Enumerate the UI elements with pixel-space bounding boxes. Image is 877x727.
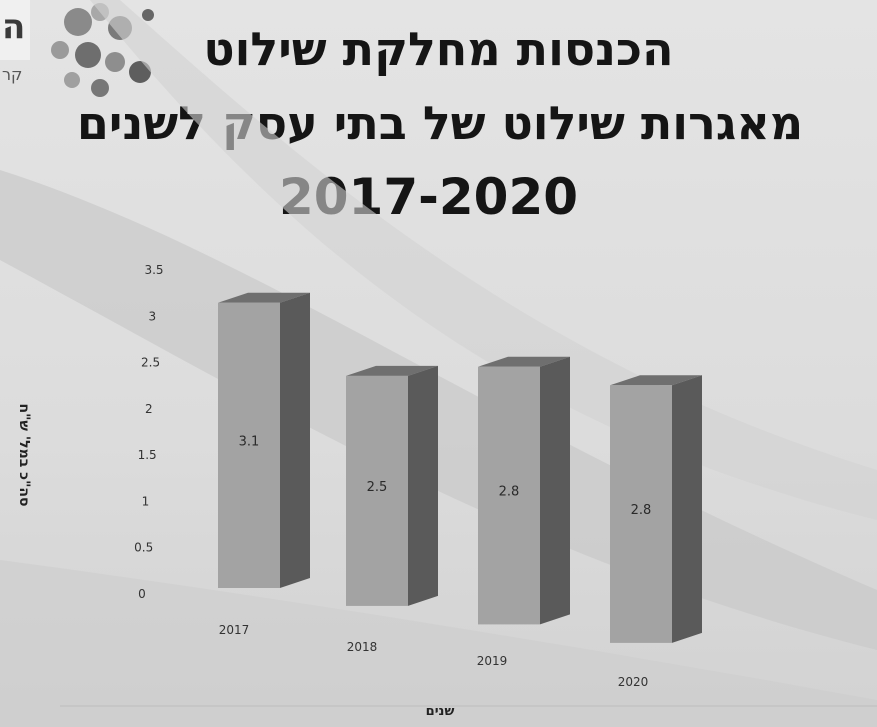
bar-side-face [408,365,438,606]
bar-2019: 2.8 [478,356,570,625]
y-tick-label: 2 [145,402,153,416]
y-tick-label: 2.5 [141,356,160,370]
x-tick-label: 2020 [618,675,649,689]
bar-top-face [478,356,570,367]
bar-2020: 2.8 [610,375,702,643]
chart-title-line-1: הכנסות מחלקת שילוט [203,22,674,76]
y-axis-label: סה"כ במל' ש"ח [16,403,32,507]
bar-front-face [346,375,408,606]
bar-front-face [610,385,672,643]
y-tick-label: 3.5 [144,263,163,277]
bar-2018: 2.5 [346,365,438,606]
bar-data-label: 3.1 [239,434,260,449]
bar-data-label: 2.8 [631,503,652,518]
x-tick-label: 2017 [219,623,250,637]
bar-front-face [218,302,280,588]
y-tick-label: 0 [138,587,146,601]
bar-side-face [540,356,570,625]
bar-top-face [346,365,438,376]
svg-text:קר: קר [2,65,22,84]
y-tick-label: 1.5 [138,448,157,462]
y-tick-label: 1 [142,494,150,508]
bar-front-face [478,366,540,625]
x-tick-label: 2018 [347,640,378,654]
bar-top-face [218,292,310,303]
bar-2017: 3.1 [218,292,310,588]
svg-text:ה: ה [2,7,25,47]
y-tick-label: 3 [148,309,156,323]
x-axis-label: שנים [425,704,455,719]
bar-side-face [672,375,702,643]
x-tick-label: 2019 [477,654,508,668]
bar-data-label: 2.5 [367,480,388,495]
y-tick-label: 0.5 [134,541,153,555]
bar-side-face [280,292,310,588]
bar-top-face [610,375,702,386]
bar-data-label: 2.8 [499,485,520,500]
